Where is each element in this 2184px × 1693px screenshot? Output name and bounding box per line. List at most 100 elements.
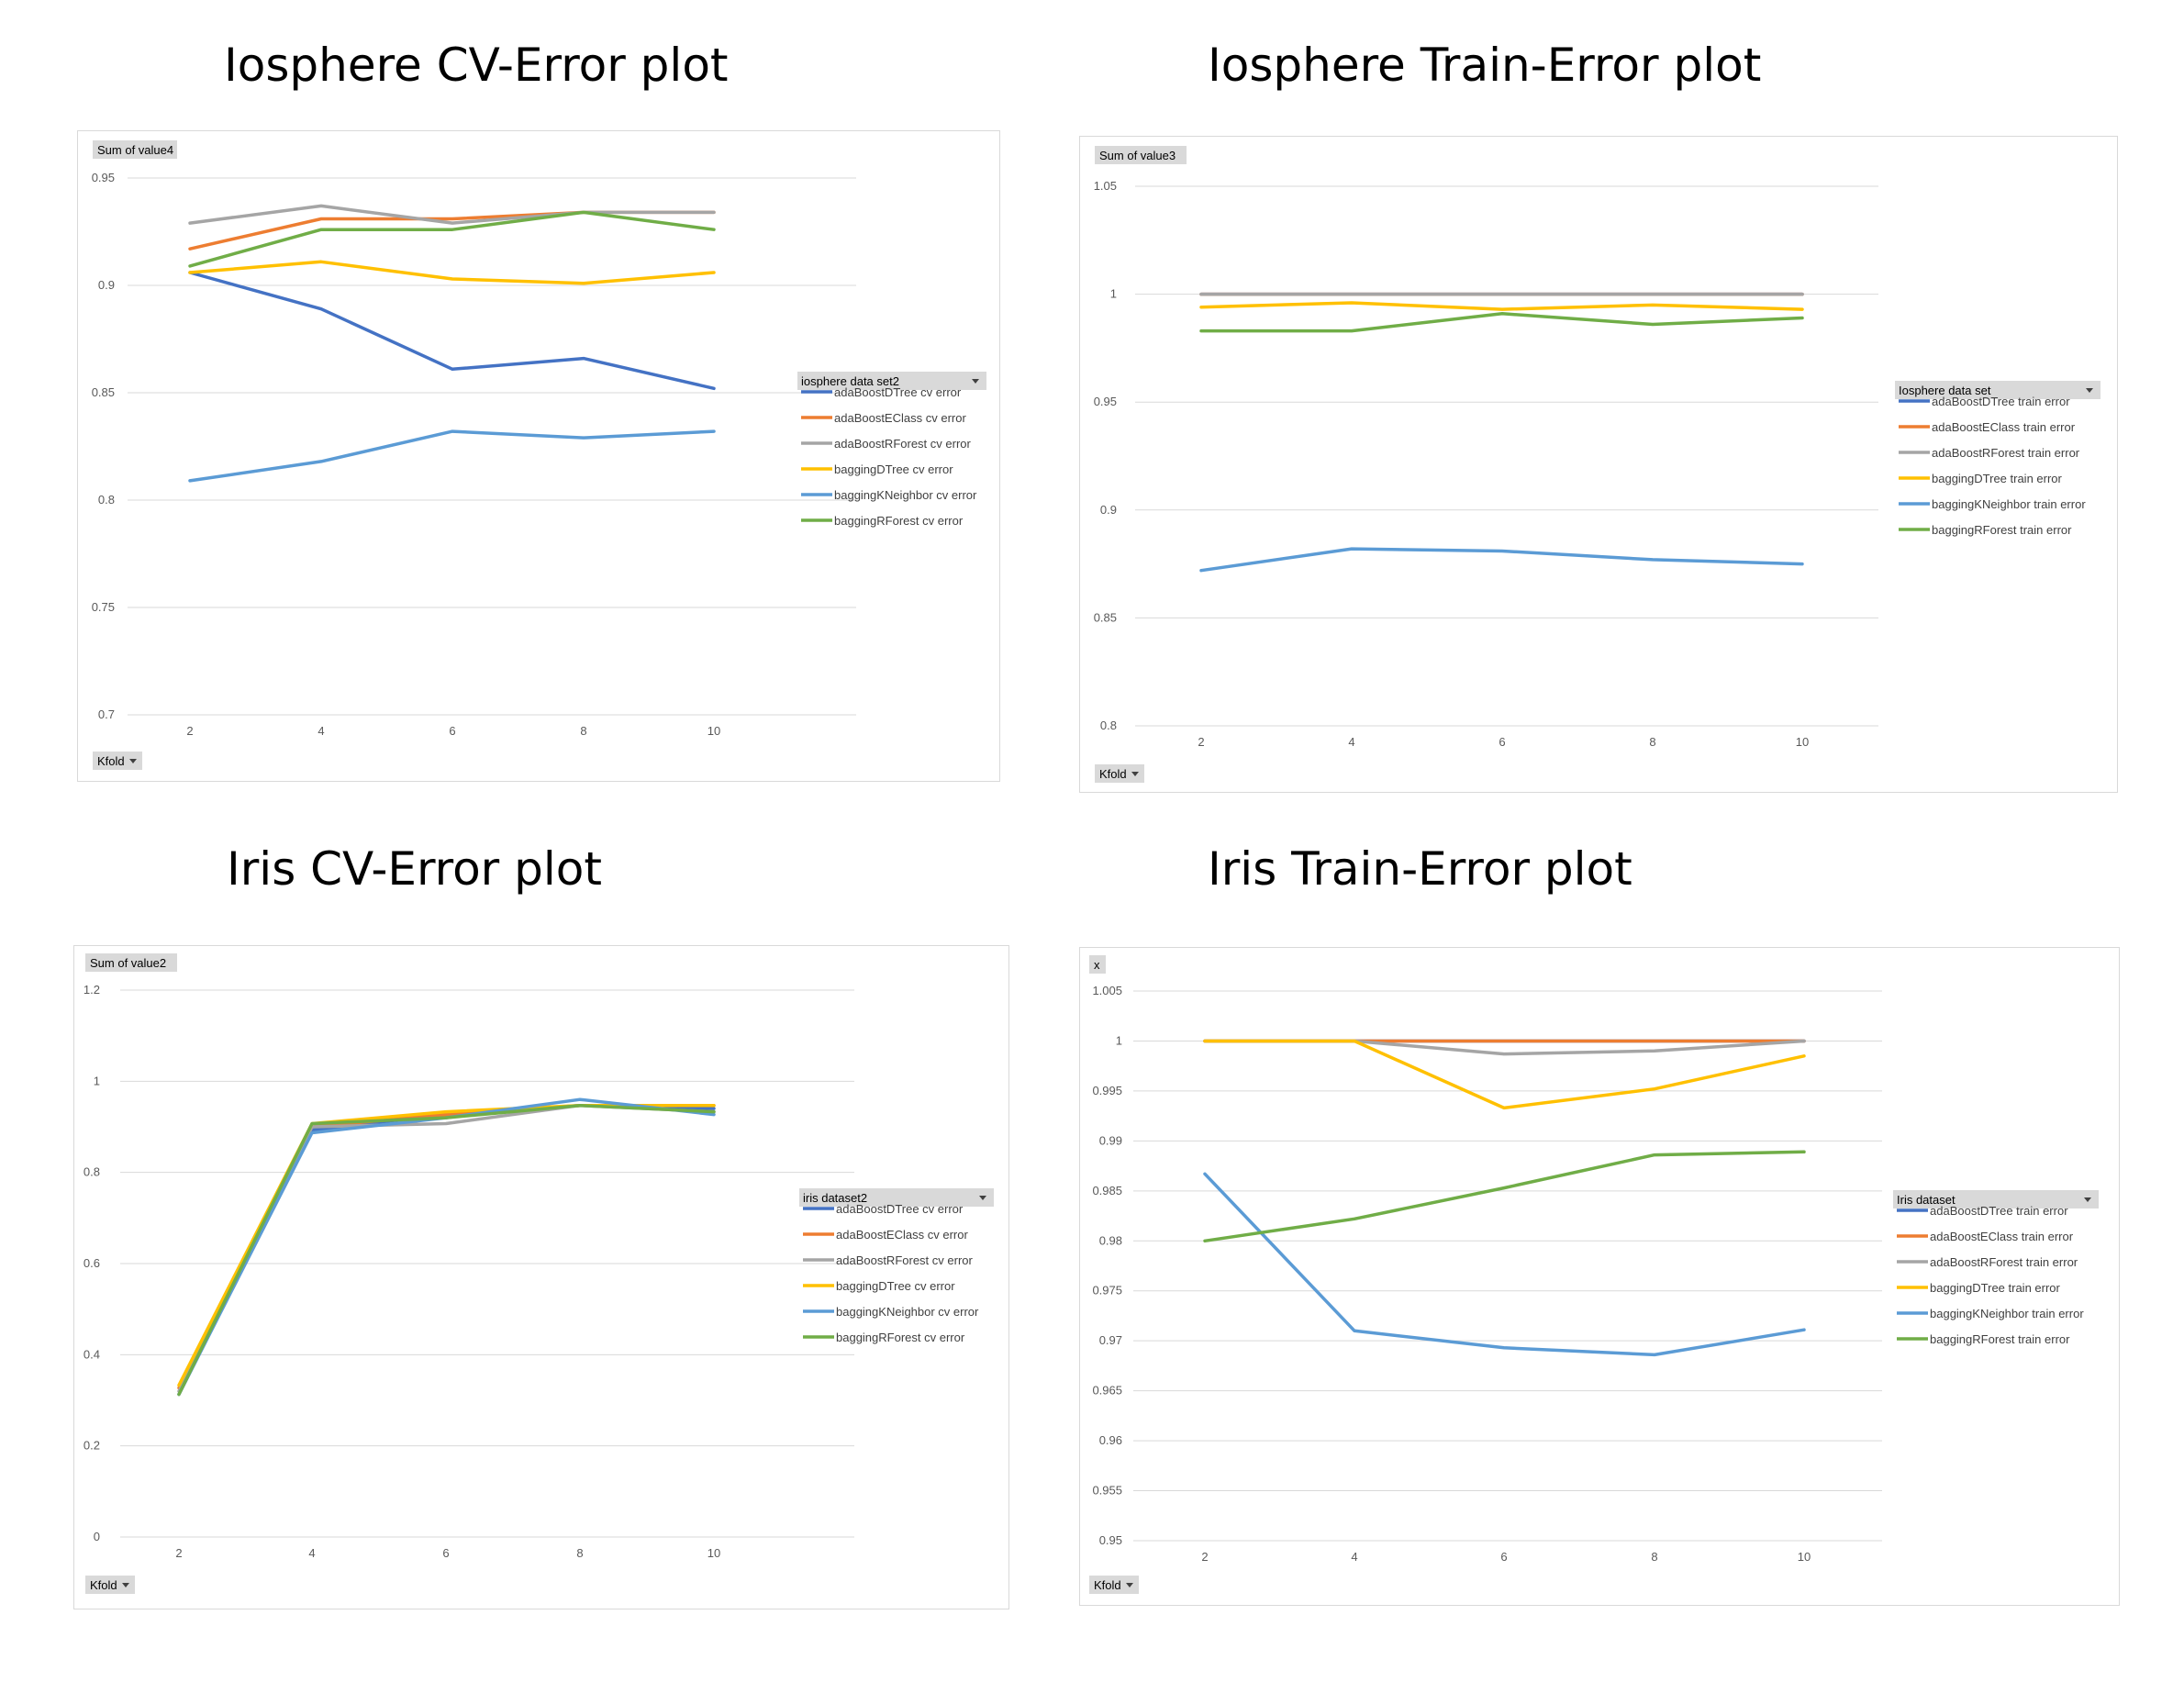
y-tick-label: 0.955: [1092, 1484, 1122, 1498]
legend-label: adaBoostDTree cv error: [836, 1202, 964, 1216]
y-tick-label: 0.99: [1099, 1133, 1122, 1147]
series-line-baggingKNeighbor: [177, 1097, 716, 1397]
y-tick-label: 0.75: [92, 600, 115, 614]
svg-text:Kfold: Kfold: [1094, 1578, 1121, 1592]
chart-svg-2: 0 0.2 0.4 0.6 0.8 1 1.2 2 4 6 8 10 Sum of value2 Kfol…: [84, 953, 994, 1594]
legend-item: adaBoostRForest train error: [1897, 1255, 2078, 1269]
x-tick-label: 4: [308, 1546, 315, 1560]
svg-text:x: x: [1094, 958, 1100, 972]
legend-label: baggingDTree cv error: [834, 462, 953, 476]
x-tick-label: 10: [1796, 735, 1809, 749]
legend-label: adaBoostEClass cv error: [834, 411, 966, 425]
svg-text:Sum of value3: Sum of value3: [1099, 149, 1176, 162]
chart-svg-3: 0.95 0.955 0.96 0.965 0.97 0.975 0.98 0.985 0.99…: [1089, 955, 2099, 1594]
chart-heading-1: Iosphere Train-Error plot: [1208, 39, 1762, 92]
legend-label: adaBoostEClass cv error: [836, 1228, 968, 1242]
legend-label: baggingKNeighbor train error: [1930, 1307, 2084, 1320]
series-line-baggingRForest: [1199, 312, 1804, 333]
legend-item: baggingKNeighbor cv error: [803, 1305, 979, 1319]
x-tick-label: 4: [1351, 1550, 1357, 1564]
y-tick-label: 0.4: [84, 1347, 100, 1361]
x-tick-label: 10: [708, 1546, 720, 1560]
series-line-baggingRForest: [188, 210, 716, 268]
legend-title-button[interactable]: iosphere data set2: [797, 372, 986, 390]
dropdown-arrow-icon: [979, 1196, 986, 1200]
series-line-baggingKNeighbor: [1203, 1172, 1806, 1357]
y-tick-label: 0.2: [84, 1439, 100, 1453]
legend-item: baggingRForest train error: [1897, 1332, 2070, 1346]
legend-label: baggingDTree train error: [1932, 472, 2063, 485]
legend-item: baggingKNeighbor train error: [1897, 1307, 2084, 1320]
legend-label: baggingDTree cv error: [836, 1279, 955, 1293]
legend-item: adaBoostRForest train error: [1899, 446, 2080, 460]
legend-title-button[interactable]: iris dataset2: [799, 1188, 994, 1207]
dropdown-arrow-icon: [1131, 772, 1139, 776]
y-tick-label: 0.9: [1100, 503, 1117, 517]
legend-label: baggingRForest train error: [1930, 1332, 2070, 1346]
legend-item: baggingDTree cv error: [801, 462, 953, 476]
legend-item: baggingRForest cv error: [801, 514, 964, 528]
x-tick-label: 6: [442, 1546, 449, 1560]
series-line-baggingDTree: [1203, 1039, 1806, 1110]
axis-field-button[interactable]: Kfold: [1089, 1576, 1139, 1594]
axis-field-button[interactable]: Kfold: [85, 1576, 135, 1594]
field-button[interactable]: Sum of value2: [85, 953, 177, 972]
x-tick-label: 8: [576, 1546, 583, 1560]
legend-label: baggingRForest cv error: [834, 514, 964, 528]
field-button[interactable]: Sum of value3: [1095, 146, 1187, 164]
x-tick-label: 10: [708, 724, 720, 738]
dropdown-arrow-icon: [1126, 1583, 1133, 1587]
svg-text:Iosphere data set: Iosphere data set: [1899, 384, 1991, 397]
x-tick-label: 6: [1499, 735, 1505, 749]
legend-title-button[interactable]: Iris dataset: [1893, 1190, 2099, 1208]
y-tick-label: 0.85: [92, 385, 115, 399]
legend-title-button[interactable]: Iosphere data set: [1895, 381, 2100, 399]
legend-item: adaBoostEClass cv error: [801, 411, 966, 425]
legend-label: baggingKNeighbor train error: [1932, 497, 2086, 511]
legend-label: adaBoostEClass train error: [1932, 420, 2076, 434]
y-tick-label: 1: [1110, 287, 1117, 301]
svg-text:Sum of value2: Sum of value2: [90, 956, 166, 970]
axis-field-button[interactable]: Kfold: [1095, 764, 1144, 783]
field-button[interactable]: x: [1089, 955, 1106, 974]
y-tick-label: 0.6: [84, 1256, 100, 1270]
chart-panel-iris-cv: 0 0.2 0.4 0.6 0.8 1 1.2 2 4 6 8 10 Sum of value2 Kfol…: [73, 945, 1009, 1609]
x-tick-label: 8: [580, 724, 586, 738]
series-line-baggingKNeighbor: [188, 429, 716, 483]
legend-item: adaBoostEClass cv error: [803, 1228, 968, 1242]
chart-svg-0: 0.7 0.75 0.8 0.85 0.9 0.95 2 4 6 8 10 Sum of value4…: [92, 140, 986, 770]
svg-text:Kfold: Kfold: [90, 1578, 117, 1592]
x-tick-label: 2: [1198, 735, 1204, 749]
dropdown-arrow-icon: [2084, 1197, 2091, 1202]
y-tick-label: 0.975: [1092, 1284, 1122, 1298]
series-line-adaBoostDTree: [188, 271, 716, 391]
series-line-baggingRForest: [177, 1103, 716, 1397]
chart-heading-0: Iosphere CV-Error plot: [224, 39, 729, 92]
axis-field-button[interactable]: Kfold: [93, 752, 142, 770]
x-tick-label: 2: [1201, 1550, 1208, 1564]
y-tick-label: 0.96: [1099, 1433, 1122, 1447]
dropdown-arrow-icon: [122, 1583, 129, 1587]
legend-item: adaBoostDTree cv error: [801, 385, 962, 399]
chart-heading-3: Iris Train-Error plot: [1208, 842, 1632, 896]
y-tick-label: 1.05: [1094, 179, 1117, 193]
y-tick-label: 0.985: [1092, 1184, 1122, 1197]
x-tick-label: 2: [186, 724, 193, 738]
chart-heading-2: Iris CV-Error plot: [227, 842, 602, 896]
y-tick-label: 0.9: [98, 278, 115, 292]
field-button[interactable]: Sum of value4: [93, 140, 177, 159]
chart-panel-iosphere-cv: 0.7 0.75 0.8 0.85 0.9 0.95 2 4 6 8 10 Sum of value4…: [77, 130, 1000, 782]
y-tick-label: 0.995: [1092, 1084, 1122, 1097]
series-line-baggingRForest: [1203, 1150, 1806, 1243]
svg-text:Kfold: Kfold: [97, 754, 125, 768]
y-tick-label: 0.8: [1100, 718, 1117, 732]
legend-label: adaBoostDTree train error: [1932, 395, 2070, 408]
legend-item: adaBoostDTree train error: [1897, 1204, 2068, 1218]
y-tick-label: 0.95: [92, 171, 115, 184]
dropdown-arrow-icon: [2086, 388, 2093, 393]
x-tick-label: 8: [1651, 1550, 1657, 1564]
chart-panel-iris-train: 0.95 0.955 0.96 0.965 0.97 0.975 0.98 0.985 0.99…: [1079, 947, 2120, 1606]
legend-item: baggingRForest train error: [1899, 523, 2072, 537]
legend-item: adaBoostRForest cv error: [801, 437, 972, 451]
svg-text:iris dataset2: iris dataset2: [803, 1191, 867, 1205]
